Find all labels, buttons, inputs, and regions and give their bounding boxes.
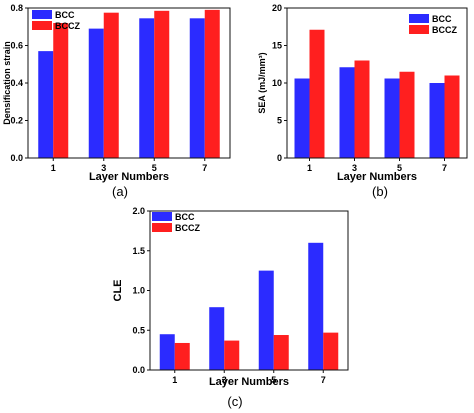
bar-bccz-7: [444, 75, 460, 158]
y-axis-label: Densification strain: [2, 41, 12, 125]
y-tick-label: 20: [272, 3, 282, 13]
bar-bcc-7: [308, 242, 324, 370]
x-axis-label: Layer Numbers: [209, 376, 289, 388]
legend-swatch-bccz: [32, 21, 52, 30]
y-axis-label: SEA (mJ/mm³): [257, 52, 267, 113]
panel-caption: (a): [112, 184, 128, 199]
legend-swatch-bcc: [32, 10, 52, 19]
bar-bcc-1: [294, 78, 310, 158]
x-tick-label: 7: [321, 375, 326, 385]
x-tick-label: 7: [442, 163, 447, 173]
bar-bccz-3: [224, 340, 240, 370]
x-tick-label: 7: [202, 163, 207, 173]
x-axis-label: Layer Numbers: [337, 171, 417, 183]
bar-bccz-1: [53, 23, 69, 158]
legend-swatch-bccz: [409, 25, 429, 34]
legend-label-bcc: BCC: [175, 212, 195, 222]
x-tick-label: 5: [152, 163, 157, 173]
bar-bccz-3: [354, 60, 370, 158]
bar-bcc-7: [189, 18, 205, 158]
bar-bccz-3: [103, 12, 119, 158]
bar-bcc-5: [258, 270, 274, 370]
x-tick-label: 3: [352, 163, 357, 173]
y-tick-label: 0.2: [10, 116, 23, 126]
legend-swatch-bccz: [152, 223, 172, 232]
y-tick-label: 5: [277, 116, 282, 126]
bar-bcc-3: [339, 67, 355, 158]
legend-swatch-bcc: [152, 212, 172, 221]
y-tick-label: 0.4: [10, 78, 23, 88]
chart-panel-3: 1 3 5 7 0.0 0.5 1.0 1.5 2.0 Layer Numbers CLE BCCBC…: [112, 206, 349, 409]
bar-bccz-5: [154, 10, 170, 158]
bar-bcc-5: [139, 18, 155, 158]
bar-bcc-3: [88, 28, 104, 158]
y-tick-label: 0.5: [132, 325, 145, 335]
y-tick-label: 0.0: [10, 153, 23, 163]
y-tick-label: 2.0: [132, 206, 145, 216]
y-tick-label: 0.6: [10, 41, 23, 51]
y-tick-label: 0.0: [132, 365, 145, 375]
bar-bccz-5: [273, 335, 289, 370]
bar-bccz-5: [399, 71, 415, 158]
bar-bcc-3: [209, 307, 225, 370]
bar-bcc-7: [429, 83, 445, 158]
legend-label-bcc: BCC: [55, 10, 75, 20]
bar-bccz-1: [174, 342, 190, 370]
legend-swatch-bcc: [409, 14, 429, 23]
x-tick-label: 5: [271, 375, 276, 385]
chart-panel-2: 1 3 5 7 0 5 10 15 20 Layer Numbers SEA (mJ/mm³) BCC…: [257, 3, 468, 199]
bar-bcc-1: [38, 51, 54, 158]
panel-caption: (b): [372, 184, 388, 199]
y-axis-label: CLE: [112, 280, 124, 302]
legend-label-bccz: BCCZ: [432, 25, 457, 35]
legend-label-bccz: BCCZ: [55, 21, 80, 31]
bar-bccz-7: [204, 9, 220, 158]
panel-caption: (c): [227, 394, 242, 409]
x-axis-label: Layer Numbers: [89, 171, 169, 183]
bar-bcc-1: [159, 334, 175, 370]
x-tick-label: 3: [222, 375, 227, 385]
legend-label-bcc: BCC: [432, 14, 452, 24]
chart-panel-1: 1 3 5 7 0.0 0.2 0.4 0.6 0.8 Layer Numbers Densific…: [2, 3, 231, 199]
y-tick-label: 1.0: [132, 286, 145, 296]
y-tick-label: 0.8: [10, 3, 23, 13]
x-tick-label: 5: [397, 163, 402, 173]
y-tick-label: 1.5: [132, 246, 145, 256]
x-tick-label: 1: [51, 163, 56, 173]
bar-bccz-7: [323, 332, 339, 370]
x-tick-label: 1: [172, 375, 177, 385]
y-tick-label: 10: [272, 78, 282, 88]
y-tick-label: 0: [277, 153, 282, 163]
x-tick-label: 3: [101, 163, 106, 173]
bar-bcc-5: [384, 78, 400, 158]
legend-label-bccz: BCCZ: [175, 223, 200, 233]
y-tick-label: 15: [272, 41, 282, 51]
x-tick-label: 1: [307, 163, 312, 173]
bar-bccz-1: [309, 29, 325, 158]
